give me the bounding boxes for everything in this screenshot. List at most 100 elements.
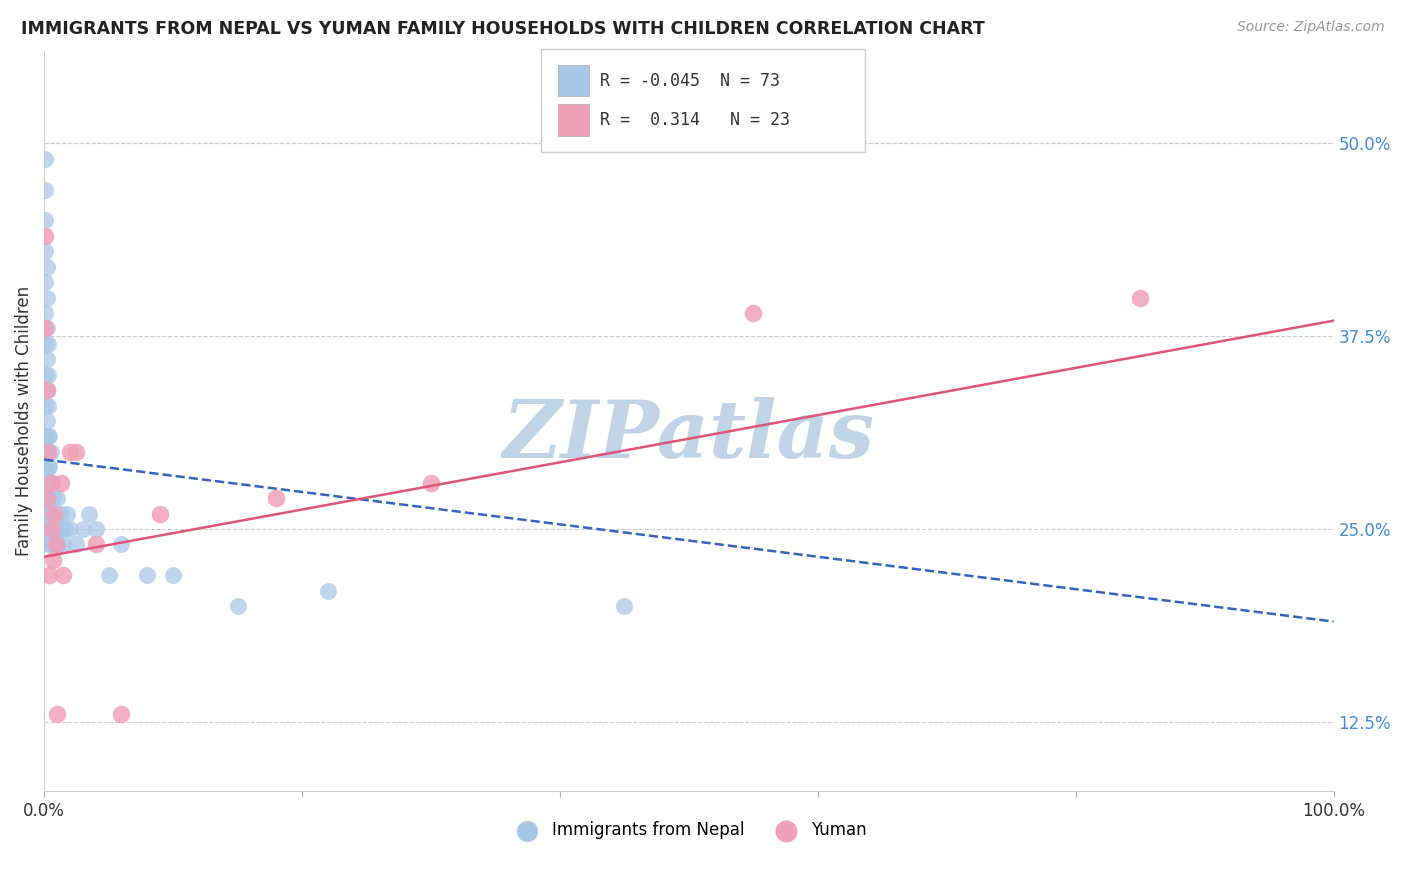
Point bbox=[46, 537, 69, 551]
Point bbox=[34, 244, 56, 259]
Point bbox=[44, 507, 66, 521]
Point bbox=[38, 522, 60, 536]
Point bbox=[37, 368, 59, 382]
Point bbox=[35, 383, 58, 397]
Point bbox=[45, 522, 67, 536]
Point bbox=[44, 507, 66, 521]
Point bbox=[35, 445, 58, 459]
Point bbox=[37, 507, 59, 521]
Point bbox=[46, 522, 69, 536]
Point bbox=[97, 568, 120, 582]
Point bbox=[34, 275, 56, 289]
Point bbox=[52, 537, 75, 551]
Point bbox=[38, 475, 60, 490]
Point bbox=[34, 399, 56, 413]
Point bbox=[35, 507, 58, 521]
Point bbox=[1129, 291, 1152, 305]
Point bbox=[35, 475, 58, 490]
Point bbox=[34, 213, 56, 227]
Point bbox=[77, 507, 100, 521]
Point bbox=[37, 460, 59, 475]
Point bbox=[45, 537, 67, 551]
Legend: Immigrants from Nepal, Yuman: Immigrants from Nepal, Yuman bbox=[503, 814, 873, 846]
Point bbox=[39, 475, 62, 490]
Point bbox=[41, 522, 63, 536]
Point bbox=[72, 522, 94, 536]
Point bbox=[110, 707, 132, 722]
Point bbox=[38, 568, 60, 582]
Point bbox=[49, 475, 72, 490]
Point bbox=[149, 507, 172, 521]
Point bbox=[742, 306, 765, 320]
Point bbox=[38, 507, 60, 521]
Point bbox=[34, 445, 56, 459]
Point bbox=[84, 522, 107, 536]
Point bbox=[84, 537, 107, 551]
Point bbox=[37, 399, 59, 413]
Point bbox=[35, 491, 58, 505]
Point bbox=[38, 460, 60, 475]
Point bbox=[41, 507, 63, 521]
Text: R = -0.045  N = 73: R = -0.045 N = 73 bbox=[600, 71, 780, 90]
Point bbox=[136, 568, 159, 582]
Point bbox=[65, 537, 87, 551]
Point bbox=[37, 491, 59, 505]
Point bbox=[34, 182, 56, 196]
Point bbox=[34, 336, 56, 351]
Point bbox=[35, 414, 58, 428]
Point bbox=[39, 445, 62, 459]
Point bbox=[34, 306, 56, 320]
Point bbox=[419, 475, 441, 490]
Point bbox=[42, 537, 65, 551]
Point bbox=[613, 599, 636, 614]
Point bbox=[35, 352, 58, 367]
Point bbox=[56, 507, 79, 521]
Point bbox=[162, 568, 184, 582]
Point bbox=[46, 707, 69, 722]
Point bbox=[35, 522, 58, 536]
Point bbox=[34, 460, 56, 475]
Point bbox=[39, 537, 62, 551]
Point bbox=[51, 522, 73, 536]
Point bbox=[44, 522, 66, 536]
Point bbox=[264, 491, 287, 505]
Point bbox=[65, 445, 87, 459]
Point bbox=[42, 553, 65, 567]
Point bbox=[53, 522, 76, 536]
Point bbox=[37, 537, 59, 551]
Point bbox=[46, 507, 69, 521]
Point bbox=[34, 228, 56, 243]
Point bbox=[42, 491, 65, 505]
Point bbox=[34, 429, 56, 443]
Point bbox=[52, 568, 75, 582]
Point bbox=[35, 383, 58, 397]
Point bbox=[41, 522, 63, 536]
Point bbox=[316, 583, 339, 598]
Point bbox=[34, 321, 56, 335]
Point bbox=[49, 507, 72, 521]
Y-axis label: Family Households with Children: Family Households with Children bbox=[15, 286, 32, 556]
Text: IMMIGRANTS FROM NEPAL VS YUMAN FAMILY HOUSEHOLDS WITH CHILDREN CORRELATION CHART: IMMIGRANTS FROM NEPAL VS YUMAN FAMILY HO… bbox=[21, 20, 984, 37]
Point bbox=[110, 537, 132, 551]
Point bbox=[35, 291, 58, 305]
Point bbox=[39, 507, 62, 521]
Point bbox=[37, 336, 59, 351]
Text: R =  0.314   N = 23: R = 0.314 N = 23 bbox=[600, 111, 790, 129]
Point bbox=[59, 522, 82, 536]
Point bbox=[37, 429, 59, 443]
Point bbox=[42, 522, 65, 536]
Point bbox=[45, 537, 67, 551]
Point bbox=[59, 445, 82, 459]
Point bbox=[34, 368, 56, 382]
Point bbox=[37, 522, 59, 536]
Point bbox=[37, 445, 59, 459]
Point bbox=[38, 429, 60, 443]
Point bbox=[41, 475, 63, 490]
Point bbox=[35, 491, 58, 505]
Point bbox=[35, 260, 58, 274]
Point bbox=[34, 152, 56, 166]
Point bbox=[39, 475, 62, 490]
Point bbox=[226, 599, 249, 614]
Point bbox=[48, 522, 70, 536]
Point bbox=[35, 321, 58, 335]
